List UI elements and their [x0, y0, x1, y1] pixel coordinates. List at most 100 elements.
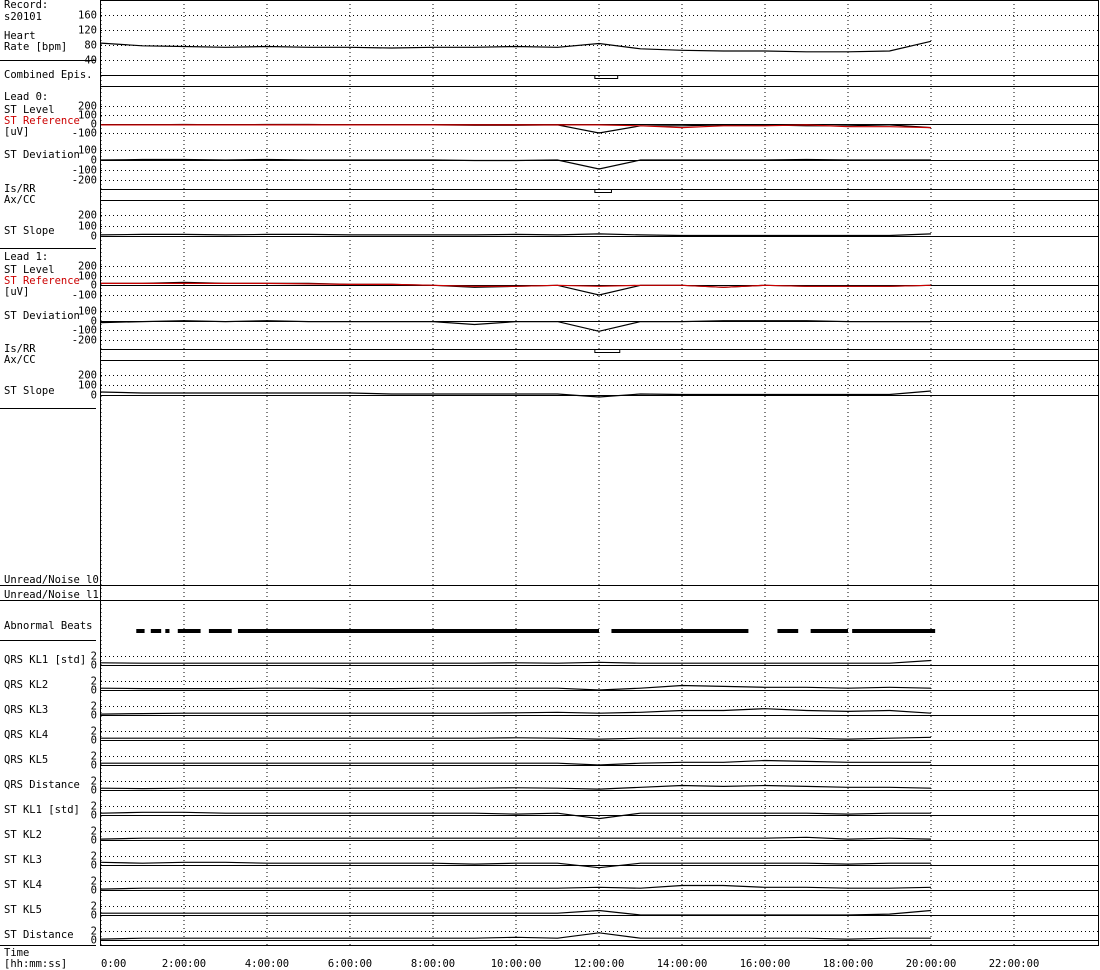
row-label: ST Deviation — [4, 310, 80, 322]
y-tick-label: 2 — [91, 826, 97, 838]
trace — [100, 158, 931, 170]
y-tick-label: 200 — [78, 261, 97, 273]
trace — [100, 659, 932, 664]
y-tick-label: 0 — [91, 316, 97, 328]
row-label: Combined Epis. — [4, 69, 93, 81]
trace — [100, 320, 931, 332]
y-tick-label: 0 — [91, 280, 97, 292]
y-tick-label: 2 — [91, 651, 97, 663]
trace — [100, 708, 932, 715]
y-tick-label: 40 — [84, 55, 97, 67]
trace — [100, 811, 931, 820]
episode — [136, 629, 145, 633]
row-label: Abnormal Beats — [4, 620, 93, 632]
x-tick-label: 12:00:00 — [574, 958, 625, 970]
episode — [594, 75, 619, 79]
row-label: Rate [bpm] — [4, 41, 67, 53]
x-tick-label: 8:00:00 — [411, 958, 455, 970]
row-label: [uV] — [4, 126, 29, 138]
x-tick-label: 22:00:00 — [989, 958, 1040, 970]
trace — [101, 759, 931, 766]
y-tick-label: 2 — [91, 901, 97, 913]
row-label: ST KL1 [std] — [4, 804, 80, 816]
trace — [100, 884, 932, 890]
row-label: ST Slope — [4, 225, 55, 237]
y-tick-label: 0 — [91, 935, 97, 947]
x-tick-label: 4:00:00 — [245, 958, 289, 970]
trace — [101, 736, 932, 740]
row-label: Lead 0: — [4, 91, 48, 103]
y-tick-label: 0 — [91, 760, 97, 772]
x-tick-label: 0:00 — [101, 958, 126, 970]
trace — [100, 233, 932, 237]
trace — [100, 684, 932, 691]
x-tick-label: 20:00:00 — [906, 958, 957, 970]
y-tick-label: 100 — [78, 271, 97, 283]
y-tick-label: -100 — [72, 128, 97, 140]
row-label: ST Deviation — [4, 149, 80, 161]
x-axis-label: Time — [4, 947, 29, 959]
x-tick-label: 18:00:00 — [823, 958, 874, 970]
x-tick-label: 16:00:00 — [740, 958, 791, 970]
row-label: Ax/CC — [4, 194, 36, 206]
trace — [100, 40, 932, 53]
y-tick-label: -200 — [72, 335, 97, 347]
episode — [208, 629, 232, 633]
y-tick-label: 0 — [91, 710, 97, 722]
y-tick-label: 100 — [78, 110, 97, 122]
episode — [165, 629, 170, 633]
y-tick-label: 100 — [78, 145, 97, 157]
trace — [100, 390, 932, 398]
y-tick-label: 0 — [91, 810, 97, 822]
episode — [237, 629, 599, 633]
y-tick-label: 2 — [91, 876, 97, 888]
y-tick-label: 80 — [84, 40, 97, 52]
row-label: ST Level — [4, 264, 55, 276]
row-label: ST Reference — [4, 115, 80, 127]
y-tick-label: -100 — [72, 290, 97, 302]
y-tick-label: 2 — [91, 926, 97, 938]
row-label: Ax/CC — [4, 354, 36, 366]
y-tick-label: 200 — [78, 370, 97, 382]
trace — [100, 932, 931, 940]
y-tick-label: 0 — [91, 685, 97, 697]
y-tick-label: 120 — [78, 25, 97, 37]
row-label: [uV] — [4, 286, 29, 298]
y-tick-label: -100 — [72, 325, 97, 337]
row-label: QRS KL3 — [4, 704, 48, 716]
x-tick-label: 14:00:00 — [657, 958, 708, 970]
row-label: QRS KL1 [std] — [4, 654, 86, 666]
y-tick-label: 100 — [78, 221, 97, 233]
y-tick-label: 0 — [91, 390, 97, 402]
y-tick-label: 0 — [91, 910, 97, 922]
row-label: QRS KL5 — [4, 754, 48, 766]
y-tick-label: 2 — [91, 776, 97, 788]
y-tick-label: 0 — [91, 785, 97, 797]
y-tick-label: 0 — [91, 660, 97, 672]
episode — [150, 629, 162, 633]
y-tick-label: 0 — [91, 735, 97, 747]
y-tick-label: -200 — [72, 175, 97, 187]
x-tick-label: 10:00:00 — [491, 958, 542, 970]
episode — [810, 629, 848, 633]
y-tick-label: 0 — [91, 119, 97, 131]
y-tick-label: 2 — [91, 676, 97, 688]
row-label: ST KL2 — [4, 829, 42, 841]
row-label: ST Slope — [4, 385, 55, 397]
row-label: Record: — [4, 0, 48, 11]
episode — [611, 629, 749, 633]
row-label: ST KL4 — [4, 879, 42, 891]
row-label: ST KL5 — [4, 904, 42, 916]
episode — [852, 629, 936, 633]
y-tick-label: 0 — [91, 835, 97, 847]
y-tick-label: 2 — [91, 726, 97, 738]
y-tick-label: 200 — [78, 101, 97, 113]
row-label: s20101 — [4, 11, 42, 23]
y-tick-label: 200 — [78, 210, 97, 222]
episode — [177, 629, 201, 633]
episode — [594, 349, 621, 353]
trace — [101, 124, 932, 129]
row-label: QRS Distance — [4, 779, 80, 791]
y-tick-label: 100 — [78, 306, 97, 318]
y-tick-label: -100 — [72, 165, 97, 177]
